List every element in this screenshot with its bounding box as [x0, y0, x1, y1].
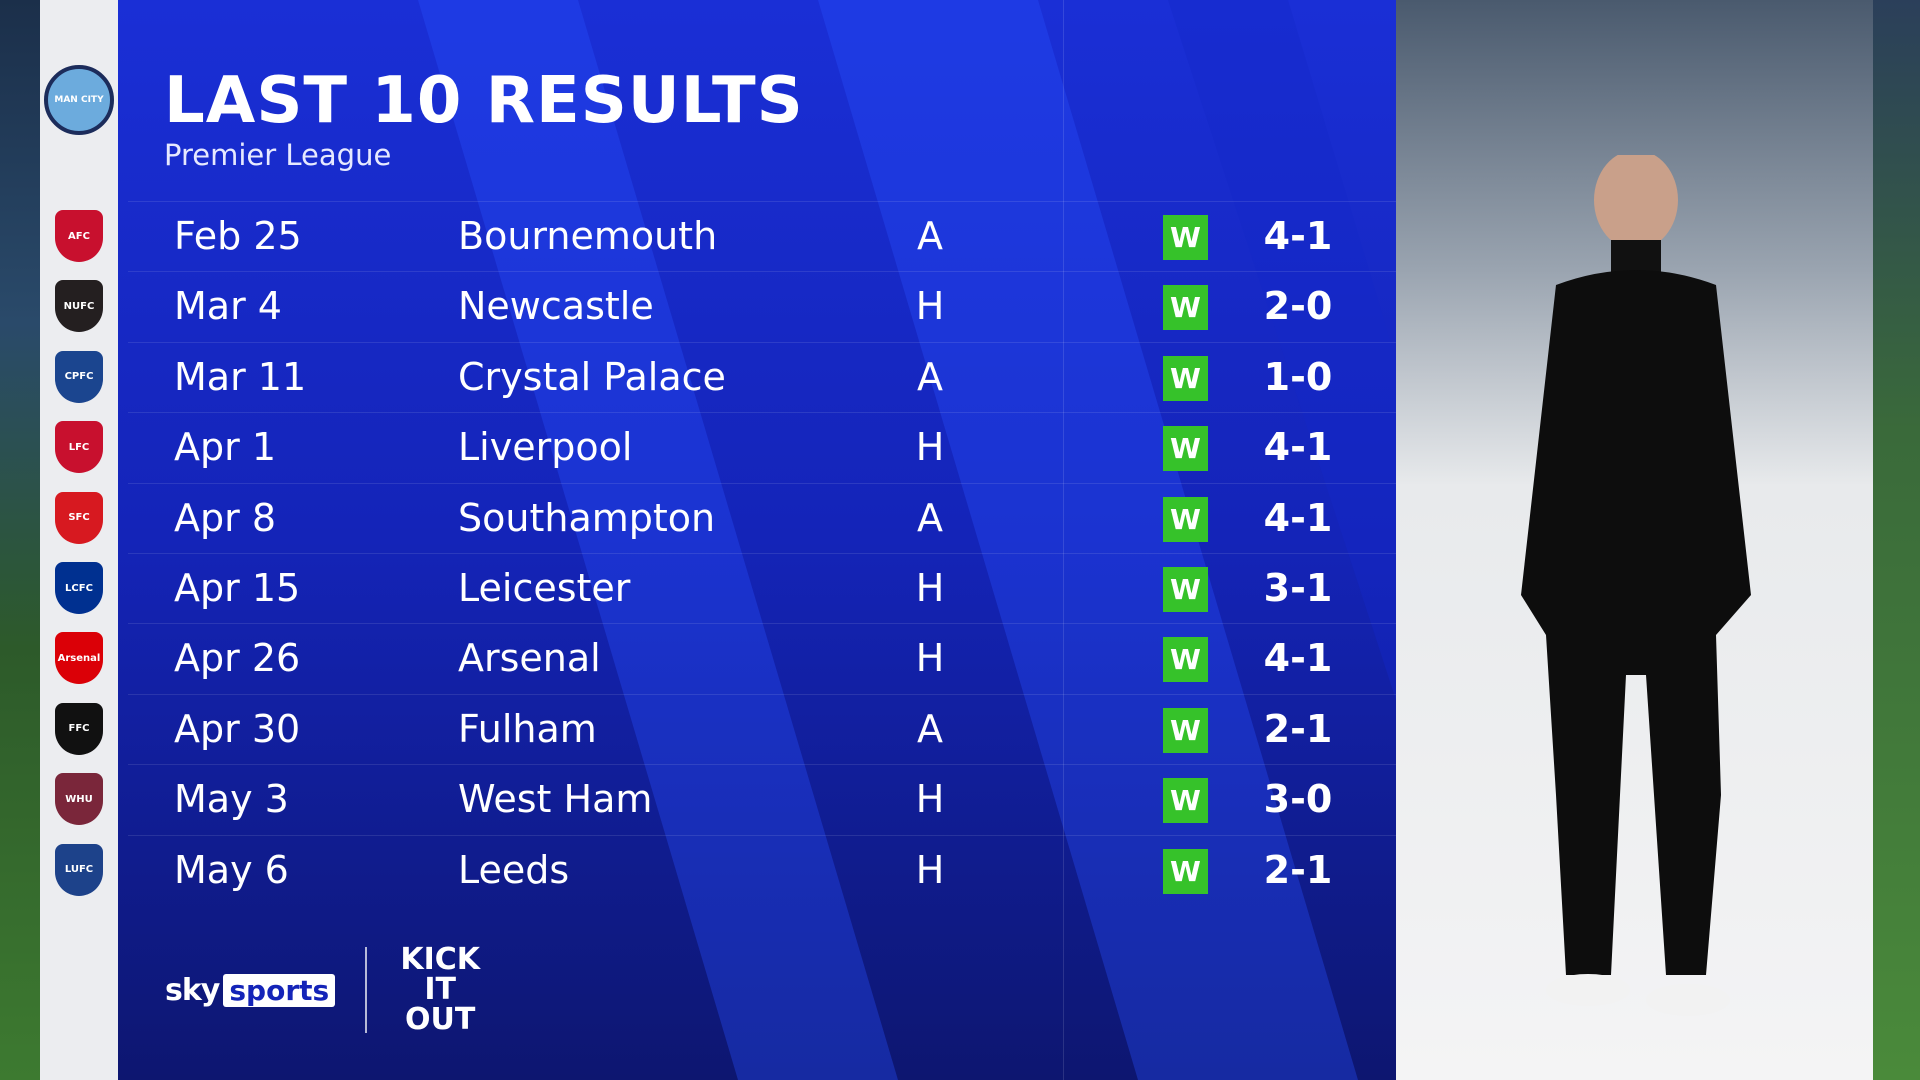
match-date: May 6 [174, 847, 289, 892]
opponent-crest-icon: SFC [55, 491, 103, 544]
venue: A [917, 495, 943, 540]
result-row: Apr 1 Liverpool H W 4-1 [128, 412, 1396, 482]
venue: H [915, 847, 945, 892]
score: 4-1 [1263, 495, 1333, 540]
match-date: Mar 11 [174, 354, 307, 399]
result-badge: W [1163, 637, 1208, 683]
venue: H [915, 636, 945, 681]
result-row: Feb 25 Bournemouth A W 4-1 [128, 201, 1396, 271]
score: 4-1 [1263, 425, 1333, 470]
result-badge: W [1163, 567, 1208, 612]
score: 4-1 [1263, 214, 1333, 258]
opponent-name: Fulham [458, 706, 597, 751]
opponent-crest-icon: CPFC [55, 350, 103, 403]
result-row: Mar 4 Newcastle H W 2-0 [128, 271, 1396, 341]
venue: H [915, 425, 945, 470]
match-date: Apr 15 [174, 566, 301, 610]
result-badge: W [1163, 707, 1208, 753]
competition-subtitle: Premier League [164, 138, 392, 172]
result-row: May 3 West Ham H W 3-0 [128, 764, 1396, 834]
venue: H [915, 777, 945, 822]
opponent-name: Newcastle [458, 284, 654, 329]
score: 4-1 [1263, 636, 1333, 681]
venue: A [917, 354, 943, 399]
score: 2-1 [1263, 706, 1333, 751]
venue: A [917, 706, 943, 751]
result-badge: W [1163, 355, 1208, 401]
result-row: Apr 26 Arsenal H W 4-1 [128, 623, 1396, 693]
sky-logo: sky [165, 972, 220, 1008]
match-date: Apr 8 [174, 495, 276, 540]
result-row: Mar 11 Crystal Palace A W 1-0 [128, 341, 1396, 412]
opponent-crest-icon: AFC [55, 210, 103, 262]
opponent-crest-icon: LUFC [55, 843, 103, 896]
result-row: May 6 Leeds H W 2-1 [128, 834, 1396, 905]
opponent-name: Bournemouth [458, 214, 718, 258]
opponent-crest-icon: WHU [55, 773, 103, 826]
match-date: Apr 30 [174, 706, 301, 751]
crest-text: MAN CITY [54, 95, 104, 105]
match-date: Mar 4 [174, 284, 282, 329]
venue: A [917, 214, 943, 258]
badge-column: MAN CITY AFC NUFC CPFC LFC SFC LCFC Arsenal FFC… [40, 0, 118, 1080]
opponent-name: Crystal Palace [458, 354, 726, 399]
opponent-name: Southampton [458, 495, 716, 540]
opponent-crest-icon: LCFC [55, 562, 103, 614]
opponent-crest-icon: Arsenal [55, 632, 103, 685]
result-row: Apr 8 Southampton A W 4-1 [128, 482, 1396, 553]
column-divider [1063, 0, 1064, 1080]
opponent-name: Liverpool [458, 425, 633, 470]
match-date: May 3 [174, 777, 289, 822]
venue: H [915, 566, 945, 610]
manager-figure [1521, 155, 1751, 1016]
venue: H [915, 284, 945, 329]
score: 1-0 [1263, 354, 1333, 399]
score: 3-0 [1263, 777, 1333, 822]
result-row: Apr 30 Fulham A W 2-1 [128, 693, 1396, 764]
result-badge: W [1163, 215, 1208, 260]
result-badge: W [1163, 496, 1208, 542]
score: 3-1 [1263, 566, 1333, 610]
match-date: Feb 25 [174, 214, 302, 258]
logo-divider [365, 947, 368, 1033]
opponent-crest-icon: FFC [55, 702, 103, 755]
opponent-crest-icon: LFC [55, 421, 103, 474]
results-panel: LAST 10 RESULTS Premier League Feb 25 Bo… [118, 0, 1396, 1080]
match-date: Apr 1 [174, 425, 276, 470]
sports-logo: sports [223, 973, 336, 1007]
result-badge: W [1163, 848, 1208, 894]
result-badge: W [1163, 778, 1208, 824]
page-title: LAST 10 RESULTS [164, 64, 804, 138]
opponent-name: Leicester [458, 566, 631, 610]
score: 2-1 [1263, 847, 1333, 892]
opponent-name: West Ham [458, 777, 653, 822]
result-row: Apr 15 Leicester H W 3-1 [128, 553, 1396, 623]
stadium-background-right [1873, 0, 1920, 1080]
broadcaster-logos: sky sports KICK IT OUT [165, 945, 483, 1035]
stadium-background-left [0, 0, 40, 1080]
opponent-name: Leeds [458, 847, 570, 892]
score: 2-0 [1263, 284, 1333, 329]
match-date: Apr 26 [174, 636, 301, 681]
opponent-crest-icon: NUFC [55, 280, 103, 333]
manchester-city-crest-icon: MAN CITY [44, 65, 114, 135]
result-badge: W [1163, 285, 1208, 331]
manager-photo [1396, 0, 1873, 1080]
result-badge: W [1163, 426, 1208, 472]
opponent-name: Arsenal [458, 636, 601, 681]
kick-it-out-logo: KICK IT OUT [400, 942, 481, 1037]
